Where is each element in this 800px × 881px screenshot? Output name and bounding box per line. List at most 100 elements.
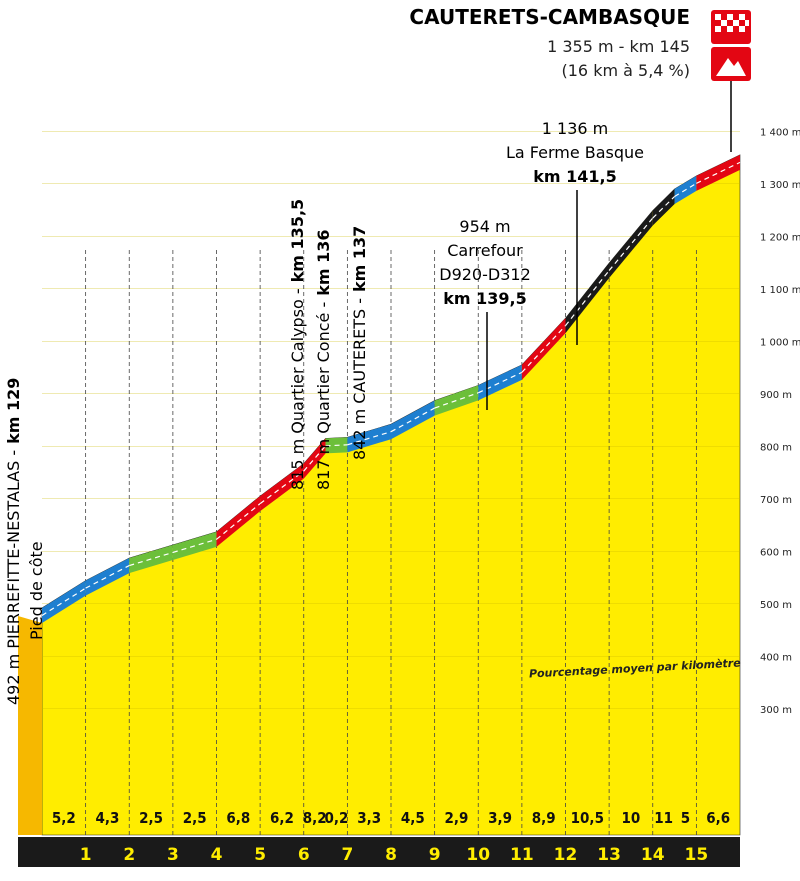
gradient-label: 4,3 xyxy=(95,809,119,827)
gradient-label: 5,2 xyxy=(52,809,76,827)
carrefour-annotation: 954 m Carrefour D920-D312 km 139,5 xyxy=(439,217,531,410)
segment-centerline xyxy=(303,445,327,472)
segment-centerline xyxy=(129,551,174,567)
km-label: 7 xyxy=(341,845,353,865)
climb-summary: (16 km à 5,4 %) xyxy=(562,61,691,80)
chart-subtitle: 1 355 m - km 145 xyxy=(547,37,690,56)
gradient-label: 8,9 xyxy=(532,809,556,827)
segment-centerline xyxy=(565,270,610,327)
checkers xyxy=(715,14,749,32)
y-tick-label: 1 100 m xyxy=(760,285,800,296)
segment-centerline xyxy=(172,538,217,554)
y-tick-label: 600 m xyxy=(760,547,792,558)
km-label: 15 xyxy=(685,845,709,865)
gradient-label: 4,5 xyxy=(401,809,425,827)
start-annotation: 492 m PIERREFITTE-NESTALAS - km 129 xyxy=(4,378,23,705)
km-label: 12 xyxy=(554,845,578,865)
gradient-label: 6,2 xyxy=(270,809,294,827)
y-tick-label: 500 m xyxy=(760,600,792,611)
annotation-name: 492 m PIERREFITTE-NESTALAS - xyxy=(4,450,23,705)
gradient-segment xyxy=(391,400,435,440)
profile-layer: 300 m 400 m 500 m 600 m 700 m 800 m 900 m 1 000… xyxy=(18,127,800,867)
y-tick-label: 900 m xyxy=(760,390,792,401)
km-label: 10 xyxy=(466,845,490,865)
gradient-label: 6,6 xyxy=(706,809,730,827)
km-label: 13 xyxy=(597,845,621,865)
gradient-segment xyxy=(652,189,675,226)
y-tick-label: 300 m xyxy=(760,705,792,716)
gradient-segment xyxy=(696,154,740,191)
y-tick-label: 1 200 m xyxy=(760,232,800,243)
gradient-label: 3,9 xyxy=(488,809,512,827)
segment-centerline xyxy=(85,565,130,589)
annotation-km: km 137 xyxy=(350,226,369,292)
annotation-km: km 136 xyxy=(314,229,333,295)
km-label: 9 xyxy=(429,845,441,865)
annotation-name: 842 m CAUTERETS - xyxy=(350,298,369,460)
ferme-annotation: 1 136 m La Ferme Basque km 141,5 xyxy=(506,119,644,345)
annotation-km: km 141,5 xyxy=(533,167,617,186)
gradient-label: 0,2 xyxy=(325,809,349,827)
gradient-segment xyxy=(434,385,479,416)
annotation-km: km 139,5 xyxy=(443,289,527,308)
km-label: 2 xyxy=(123,845,135,865)
segment-centerline xyxy=(347,431,392,446)
chart-title: CAUTERETS-CAMBASQUE xyxy=(409,5,690,29)
gradient-label: 10,5 xyxy=(571,809,604,827)
gradient-label: 3,3 xyxy=(357,809,381,827)
gradient-label: 2,5 xyxy=(183,809,207,827)
gradient-segment xyxy=(42,580,86,623)
segment-centerline xyxy=(216,503,261,540)
start-subtitle: Pied de côte xyxy=(27,541,46,640)
y-tick-label: 800 m xyxy=(760,442,792,453)
km-label: 1 xyxy=(80,845,92,865)
gradient-segment xyxy=(303,438,326,479)
point-annotation: 817 m Quartier Concé - km 136 xyxy=(314,229,333,490)
annotation-line: La Ferme Basque xyxy=(506,143,644,162)
km-label: 3 xyxy=(167,845,179,865)
km-label: 5 xyxy=(254,845,266,865)
y-tick-label: 1 400 m xyxy=(760,127,800,138)
gradient-label: 5 xyxy=(681,809,690,827)
profile-face xyxy=(18,615,42,835)
segment-centerline xyxy=(608,217,654,271)
annotation-km: km 129 xyxy=(4,378,23,444)
annotation-line: 1 136 m xyxy=(542,119,608,138)
km-label: 11 xyxy=(510,845,534,865)
segment-centerline xyxy=(674,182,697,198)
mountain-icon xyxy=(716,58,746,76)
segment-centerline xyxy=(325,444,348,447)
gradient-label: 10 xyxy=(622,809,641,827)
y-tick-label: 1 000 m xyxy=(760,337,800,348)
gradient-label: 2,5 xyxy=(139,809,163,827)
gradient-segment xyxy=(609,210,653,279)
y-tick-label: 400 m xyxy=(760,652,792,663)
segment-centerline xyxy=(259,470,305,505)
gradient-label: 2,9 xyxy=(444,809,468,827)
annotation-line: D920-D312 xyxy=(439,265,531,284)
km-label: 6 xyxy=(298,845,310,865)
finish-icons xyxy=(711,10,751,152)
km-label: 14 xyxy=(641,845,665,865)
gradient-label: 6,8 xyxy=(226,809,250,827)
segment-centerline xyxy=(477,371,523,394)
annotation-km: km 135,5 xyxy=(288,199,307,283)
y-tick-label: 700 m xyxy=(760,495,792,506)
point-annotation: 815 m Quartier Calypso - km 135,5 xyxy=(288,199,307,490)
segment-centerline xyxy=(696,161,741,184)
y-tick-label: 1 300 m xyxy=(760,180,800,191)
gradient-label: 8,2 xyxy=(303,809,327,827)
segment-centerline xyxy=(434,392,479,409)
km-label: 8 xyxy=(385,845,397,865)
gradient-label: 11 xyxy=(654,809,673,827)
segment-centerline xyxy=(521,325,566,373)
gradient-segment xyxy=(478,364,522,401)
annotation-line: Carrefour xyxy=(447,241,523,260)
annotation-name: 815 m Quartier Calypso - xyxy=(288,288,307,490)
km-label: 4 xyxy=(211,845,223,865)
annotation-name: 817 m Quartier Concé - xyxy=(314,302,333,490)
point-annotation: 842 m CAUTERETS - km 137 xyxy=(350,226,369,460)
annotation-line: 954 m xyxy=(459,217,510,236)
km-bar xyxy=(18,837,740,867)
